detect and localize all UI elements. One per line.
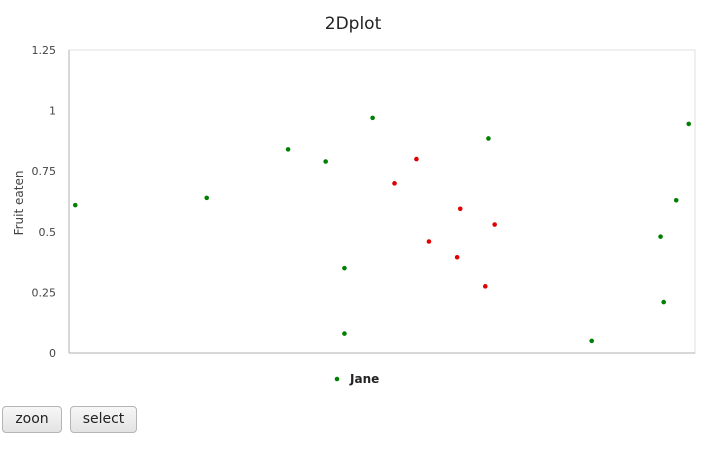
y-tick-label: 0.75 [32, 165, 57, 178]
data-point [204, 195, 210, 201]
data-point [414, 156, 419, 162]
data-point [72, 202, 78, 208]
data-point [370, 115, 375, 121]
data-point [392, 181, 397, 186]
select-button[interactable]: select [70, 406, 137, 433]
y-axis-label: Fruit eaten [12, 171, 26, 236]
data-point [482, 284, 488, 289]
data-point [589, 338, 595, 344]
legend-marker [334, 376, 340, 382]
data-point [426, 239, 432, 244]
zoom-button[interactable]: zoon [2, 406, 62, 433]
chart-title: 2Dplot [325, 14, 382, 34]
data-point [285, 147, 291, 152]
data-point [686, 121, 692, 127]
data-point [673, 197, 679, 203]
data-point [658, 234, 663, 239]
legend-label: Jane [349, 372, 379, 386]
scatter-chart: 2Dplot Fruit eaten 0 0.25 0.5 0.75 1 1.25 Jan… [12, 14, 696, 386]
data-point [342, 265, 347, 271]
data-point [492, 222, 497, 227]
y-tick-labels: 0 0.25 0.5 0.75 1 1.25 [32, 44, 57, 360]
y-tick-label: 0.25 [32, 286, 57, 299]
data-points [72, 115, 692, 344]
data-point [454, 254, 460, 260]
y-tick-label: 0 [49, 347, 56, 360]
data-point [661, 299, 666, 305]
data-point [457, 206, 463, 212]
data-point [323, 159, 328, 164]
plot-area [68, 49, 696, 354]
data-point [342, 331, 347, 336]
legend: Jane [334, 372, 379, 386]
data-point [486, 136, 491, 141]
y-tick-label: 1.25 [32, 44, 57, 57]
y-tick-label: 0.5 [39, 226, 57, 239]
y-tick-label: 1 [49, 105, 56, 118]
